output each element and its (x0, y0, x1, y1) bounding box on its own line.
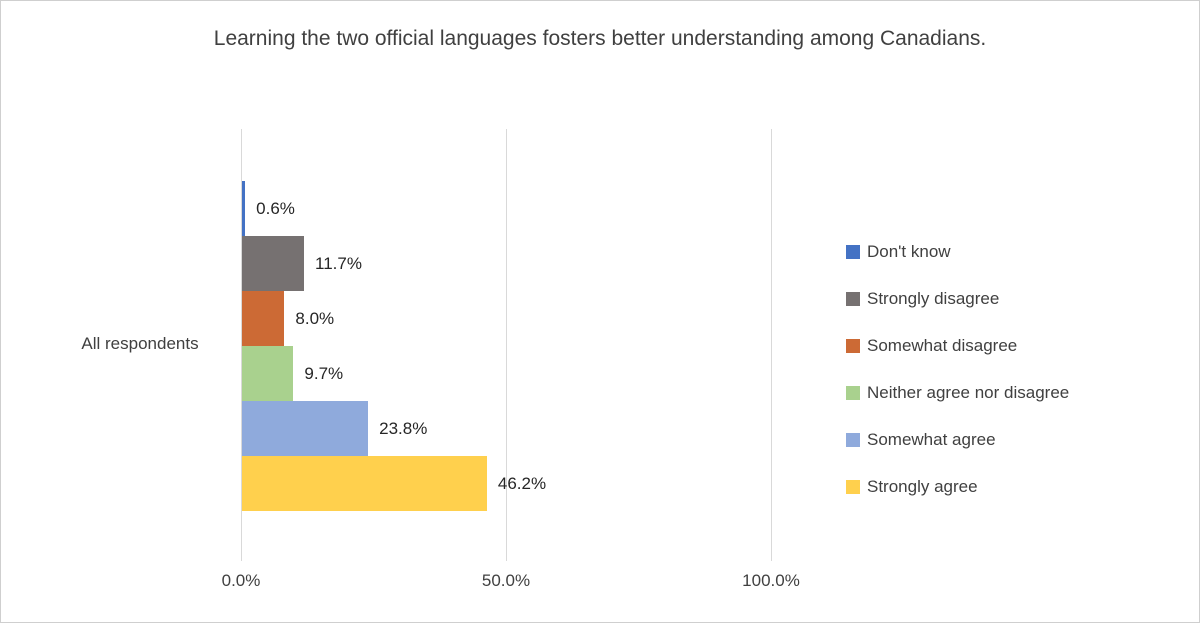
legend-item-neither-agree-nor-disagree: Neither agree nor disagree (846, 382, 1069, 404)
legend-label: Don't know (867, 242, 951, 261)
x-tick-label: 0.0% (221, 571, 261, 590)
legend-label: Strongly disagree (867, 289, 1000, 308)
data-label-strongly-disagree: 11.7% (315, 253, 362, 273)
bar-strongly-agree (242, 456, 487, 511)
legend-item-strongly-agree: Strongly agree (846, 476, 1069, 498)
gridline (241, 129, 242, 561)
data-label-somewhat-agree: 23.8% (379, 418, 428, 438)
gridline (771, 129, 772, 561)
bar-somewhat-disagree (242, 291, 285, 346)
gridline (506, 129, 507, 561)
data-label-neither-agree-nor-disagree: 9.7% (304, 363, 344, 383)
bar-neither-agree-nor-disagree (242, 346, 294, 401)
legend-label: Strongly agree (867, 477, 978, 496)
bar-somewhat-agree (242, 401, 369, 456)
x-tick-label: 100.0% (742, 571, 800, 590)
legend: Don't know Strongly disagree Somewhat disa… (846, 241, 1069, 498)
legend-swatch-icon (846, 480, 860, 494)
data-label-strongly-agree: 46.2% (497, 473, 547, 493)
legend-label: Somewhat disagree (867, 336, 1018, 355)
legend-item-strongly-disagree: Strongly disagree (846, 288, 1069, 310)
bar-strongly-disagree (242, 236, 304, 291)
plot-area: 0.6% 11.7% 8.0% 9.7% 23.8% 46.2% (241, 129, 772, 561)
x-tick-label: 50.0% (481, 571, 531, 590)
legend-item-don-t-know: Don't know (846, 241, 1069, 263)
chart-title: Learning the two official languages fost… (213, 27, 987, 50)
legend-swatch-icon (846, 433, 860, 447)
legend-swatch-icon (846, 339, 860, 353)
x-axis: 0.0% 50.0% 100.0% (1, 571, 1199, 595)
bar-don-t-know (242, 181, 246, 236)
legend-label: Neither agree nor disagree (867, 383, 1070, 402)
legend-item-somewhat-disagree: Somewhat disagree (846, 335, 1069, 357)
legend-swatch-icon (846, 292, 860, 306)
legend-swatch-icon (846, 245, 860, 259)
legend-swatch-icon (846, 386, 860, 400)
legend-label: Somewhat agree (867, 430, 996, 449)
legend-item-somewhat-agree: Somewhat agree (846, 429, 1069, 451)
data-label-somewhat-disagree: 8.0% (295, 308, 335, 328)
category-label: All respondents (81, 334, 199, 353)
data-label-don-t-know: 0.6% (256, 198, 295, 218)
